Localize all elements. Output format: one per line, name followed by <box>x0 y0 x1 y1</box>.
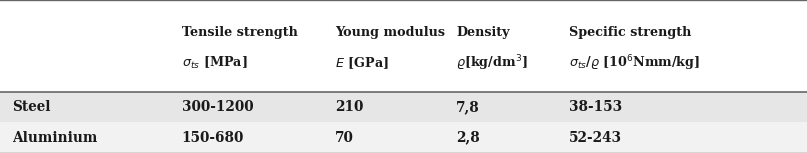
Text: Tensile strength: Tensile strength <box>182 26 298 39</box>
Text: $\varrho$[kg/dm$^3$]: $\varrho$[kg/dm$^3$] <box>456 53 528 73</box>
Text: Density: Density <box>456 26 509 39</box>
Text: 300-1200: 300-1200 <box>182 100 253 114</box>
Bar <box>0 0 807 92</box>
Text: 150-680: 150-680 <box>182 131 244 145</box>
Text: $\sigma_{ts}$ [MPa]: $\sigma_{ts}$ [MPa] <box>182 55 247 71</box>
Text: 70: 70 <box>335 131 353 145</box>
Text: 210: 210 <box>335 100 363 114</box>
Text: 7,8: 7,8 <box>456 100 479 114</box>
Text: Aluminium: Aluminium <box>12 131 98 145</box>
Bar <box>0 122 807 153</box>
Text: 52-243: 52-243 <box>569 131 622 145</box>
Text: Specific strength: Specific strength <box>569 26 692 39</box>
Text: 38-153: 38-153 <box>569 100 622 114</box>
Text: 2,8: 2,8 <box>456 131 479 145</box>
Text: Steel: Steel <box>12 100 51 114</box>
Text: $E$ [GPa]: $E$ [GPa] <box>335 55 389 71</box>
Text: $\sigma_{ts}$/$\varrho$ [10$^6$Nmm/kg]: $\sigma_{ts}$/$\varrho$ [10$^6$Nmm/kg] <box>569 53 700 73</box>
Text: Young modulus: Young modulus <box>335 26 445 39</box>
Bar <box>0 92 807 122</box>
